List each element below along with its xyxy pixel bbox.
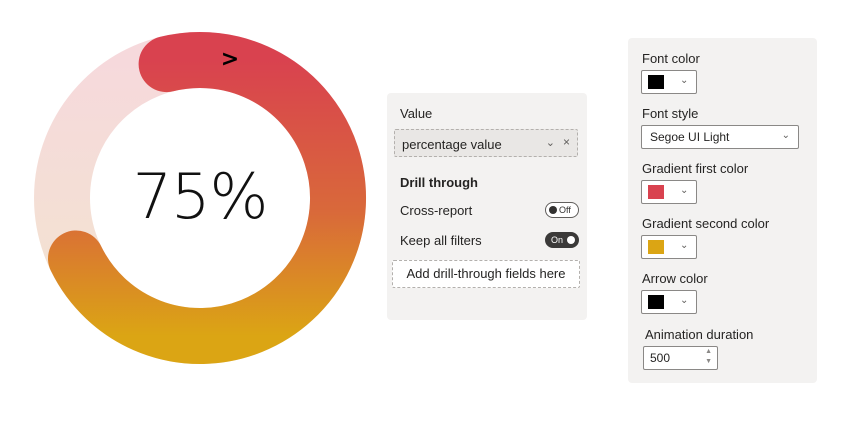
keep-filters-state: On	[551, 235, 564, 245]
gauge-chart	[34, 32, 367, 364]
font-color-picker[interactable]: ⌄	[641, 70, 697, 94]
format-pane: Font color ⌄ Font style Segoe UI Light ⌄…	[628, 38, 817, 383]
chevron-down-icon: ⌄	[781, 130, 790, 141]
spin-up-icon[interactable]: ▲	[705, 348, 712, 355]
toggle-knob	[549, 206, 557, 214]
arrow-color-picker[interactable]: ⌄	[641, 290, 697, 314]
cross-report-state: Off	[559, 205, 571, 215]
gradient-second-swatch	[648, 240, 664, 254]
arrow-color-swatch	[648, 295, 664, 309]
font-style-label: Font style	[642, 106, 699, 121]
close-icon[interactable]: ×	[562, 135, 570, 149]
gradient-first-label: Gradient first color	[642, 161, 749, 176]
keep-filters-label: Keep all filters	[400, 233, 482, 248]
gauge-progress-arc	[48, 32, 367, 364]
chevron-down-icon: ⌄	[680, 185, 689, 196]
gauge-value-label: 75%	[132, 160, 269, 233]
keep-filters-toggle[interactable]: On	[545, 232, 579, 248]
animation-duration-value: 500	[650, 351, 671, 365]
font-style-value: Segoe UI Light	[650, 130, 730, 144]
chevron-down-icon: ⌄	[680, 240, 689, 251]
cross-report-toggle[interactable]: Off	[545, 202, 579, 218]
cross-report-label: Cross-report	[400, 203, 473, 218]
chevron-down-icon[interactable]: ⌄	[545, 137, 555, 149]
gradient-second-label: Gradient second color	[642, 216, 770, 231]
gradient-second-picker[interactable]: ⌄	[641, 235, 697, 259]
animation-duration-label: Animation duration	[645, 327, 754, 342]
value-field-name: percentage value	[402, 137, 502, 152]
gradient-first-picker[interactable]: ⌄	[641, 180, 697, 204]
toggle-knob	[567, 236, 575, 244]
fields-pane: Value percentage value ⌄ × Drill through…	[387, 93, 587, 320]
font-color-label: Font color	[642, 51, 700, 66]
gradient-first-swatch	[648, 185, 664, 199]
drill-through-heading: Drill through	[400, 175, 478, 190]
value-field-well[interactable]: percentage value ⌄ ×	[394, 129, 578, 157]
value-heading: Value	[400, 106, 433, 121]
drill-through-dropzone[interactable]: Add drill-through fields here	[392, 260, 580, 288]
animation-duration-input[interactable]: 500 ▲ ▼	[643, 346, 718, 370]
font-color-swatch	[648, 75, 664, 89]
gauge-arrow-icon: >	[220, 47, 240, 72]
chevron-down-icon: ⌄	[680, 75, 689, 86]
chevron-down-icon: ⌄	[680, 295, 689, 306]
spin-down-icon[interactable]: ▼	[705, 358, 712, 365]
font-style-dropdown[interactable]: Segoe UI Light ⌄	[641, 125, 799, 149]
arrow-color-label: Arrow color	[642, 271, 708, 286]
